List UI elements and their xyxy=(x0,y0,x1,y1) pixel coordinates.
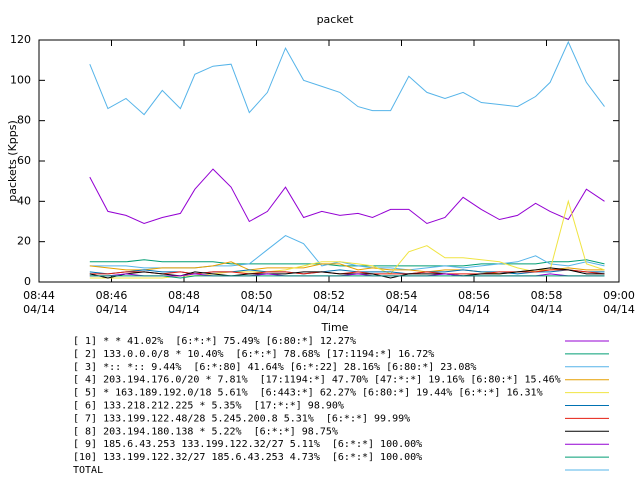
x-tick-label: 09:00 04/14 xyxy=(603,289,635,316)
y-tick-label: 60 xyxy=(17,154,31,167)
x-tick-label: 08:54 04/14 xyxy=(385,289,418,316)
legend-label: [ 4] 203.194.176.0/20 * 7.81% [17:1194:*… xyxy=(73,375,561,386)
x-tick-label: 08:44 04/14 xyxy=(23,289,55,316)
y-tick-label: 40 xyxy=(17,194,31,207)
legend-label: [ 9] 185.6.43.253 133.199.122.32/27 5.11… xyxy=(73,439,422,450)
legend-label: [10] 133.199.122.32/27 185.6.43.253 4.73… xyxy=(73,452,422,463)
legend-label: TOTAL xyxy=(73,465,103,476)
series-line xyxy=(89,40,605,116)
plot-border xyxy=(38,39,620,283)
chart-title: packet xyxy=(317,13,355,26)
legend-label: [ 5] * 163.189.192.0/18 5.61% [6:443:*] … xyxy=(73,388,543,399)
legend-label: [ 3] *:: *:: 9.44% [6:*:80] 41.64% [6:*:… xyxy=(73,362,476,373)
legend-label: [ 6] 133.218.212.225 * 5.35% [17:*:*] 98… xyxy=(73,401,344,412)
y-tick-label: 100 xyxy=(10,73,31,86)
legend-label: [ 2] 133.0.0.0/8 * 10.40% [6:*:*] 78.68%… xyxy=(73,349,434,360)
x-tick-label: 08:48 04/14 xyxy=(168,289,200,316)
legend-label: [ 8] 203.194.180.138 * 5.22% [6:*:*] 98.… xyxy=(73,426,338,437)
y-tick-label: 80 xyxy=(17,114,31,127)
series-line xyxy=(89,235,605,271)
series-line xyxy=(89,275,605,279)
x-axis-label: Time xyxy=(321,321,349,334)
x-tick-label: 08:56 04/14 xyxy=(458,289,490,316)
x-tick-label: 08:52 04/14 xyxy=(313,289,345,316)
x-tick-label: 08:50 04/14 xyxy=(240,289,273,316)
legend-label: [ 7] 133.199.122.48/28 5.245.200.8 5.31%… xyxy=(73,413,410,424)
x-tick-label: 08:46 04/14 xyxy=(95,289,128,316)
y-tick-label: 0 xyxy=(24,275,31,288)
y-axis-label: packets (Kpps) xyxy=(6,120,19,202)
x-tick-label: 08:58 04/14 xyxy=(530,289,563,316)
legend-label: [ 1] * * 41.02% [6:*:*] 75.49% [6:80:*] … xyxy=(73,336,356,347)
y-tick-label: 120 xyxy=(10,33,31,46)
series-line xyxy=(89,168,605,225)
series-line xyxy=(89,259,605,267)
y-tick-label: 20 xyxy=(17,235,31,248)
